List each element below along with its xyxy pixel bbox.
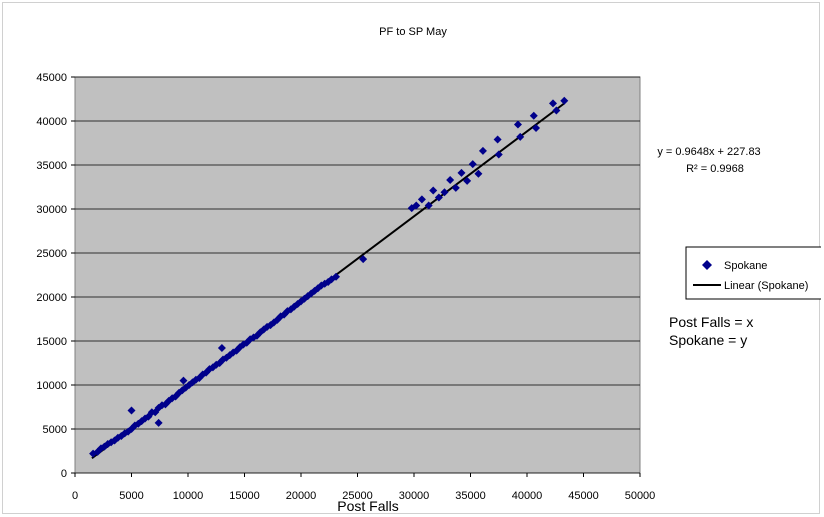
plot-area: [74, 76, 641, 474]
data-point-spokane: [529, 111, 538, 120]
chart-title: PF to SP May: [379, 26, 447, 38]
y-tick-label: 40000: [36, 116, 67, 128]
y-axis-ticks: 0 5000 10000 15000 20000 25000 30000 35000 40000…: [36, 72, 75, 480]
legend-box: [685, 246, 821, 300]
data-point-spokane: [560, 96, 569, 105]
data-point-spokane: [548, 99, 557, 108]
x-tick-label: 35000: [455, 490, 486, 502]
x-tick-label: 5000: [119, 490, 143, 502]
data-point-spokane: [494, 150, 503, 159]
note-spokane: Spokane = y: [669, 332, 747, 348]
data-point-spokane: [179, 376, 188, 385]
data-point-spokane: [552, 106, 561, 115]
note-post-falls: Post Falls = x: [669, 314, 753, 330]
data-point-spokane: [424, 201, 433, 210]
data-point-spokane: [154, 418, 163, 427]
data-point-spokane: [474, 169, 483, 178]
legend: Spokane Linear (Spokane): [685, 246, 821, 300]
data-point-spokane: [532, 124, 541, 133]
data-point-spokane: [516, 132, 525, 141]
x-tick-label: 0: [72, 490, 78, 502]
x-tick-label: 10000: [173, 490, 204, 502]
y-tick-label: 25000: [36, 248, 67, 260]
data-point-spokane: [513, 120, 522, 129]
data-point-spokane: [463, 176, 472, 185]
x-tick-label: 45000: [568, 490, 599, 502]
legend-marker-spokane: [702, 260, 712, 270]
data-point-spokane: [217, 344, 226, 353]
legend-label-spokane: Spokane: [724, 260, 767, 272]
x-tick-label: 15000: [229, 490, 260, 502]
x-tick-label: 40000: [512, 490, 543, 502]
x-tick-label: 50000: [625, 490, 656, 502]
data-point-spokane: [446, 175, 455, 184]
legend-label-trendline: Linear (Spokane): [724, 280, 808, 292]
data-point-spokane: [493, 135, 502, 144]
data-point-spokane: [478, 146, 487, 155]
scatter-chart: PF to SP May 0 5000 10000 15000 20000 25000 30…: [36, 26, 821, 514]
y-tick-label: 5000: [43, 424, 67, 436]
data-point-spokane: [127, 406, 136, 415]
y-tick-label: 0: [61, 468, 67, 480]
y-tick-label: 10000: [36, 380, 67, 392]
y-tick-label: 20000: [36, 292, 67, 304]
y-tick-label: 35000: [36, 160, 67, 172]
data-point-spokane: [359, 255, 368, 264]
data-point-spokane: [451, 183, 460, 192]
data-point-spokane: [434, 193, 443, 202]
data-point-spokane: [468, 160, 477, 169]
x-tick-label: 20000: [286, 490, 317, 502]
y-tick-label: 15000: [36, 336, 67, 348]
x-axis-ticks: 0 5000 10000 15000 20000 25000 30000 35000 40000…: [72, 473, 655, 502]
data-point-spokane: [440, 188, 449, 197]
trendline-r2: R² = 0.9968: [686, 163, 744, 175]
data-point-spokane: [332, 272, 341, 281]
data-point-spokane: [457, 168, 466, 177]
data-point-spokane: [429, 186, 438, 195]
y-tick-label: 45000: [36, 72, 67, 84]
gridlines: [75, 76, 640, 474]
x-tick-label: 25000: [342, 490, 373, 502]
y-tick-label: 30000: [36, 204, 67, 216]
data-point-spokane: [412, 201, 421, 210]
x-axis-label: Post Falls: [337, 498, 398, 514]
data-point-spokane: [417, 195, 426, 204]
x-tick-label: 30000: [399, 490, 430, 502]
trendline-equation: y = 0.9648x + 227.83: [657, 146, 760, 158]
data-points: [89, 96, 569, 458]
